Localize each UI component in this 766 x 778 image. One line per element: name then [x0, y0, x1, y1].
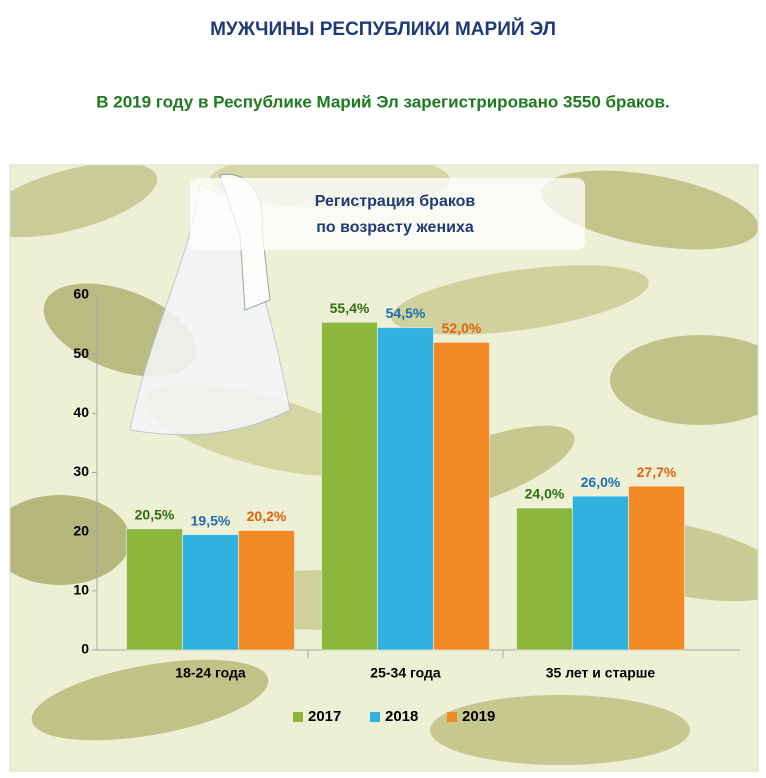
legend-swatch: [447, 712, 457, 722]
value-label: 20,2%: [247, 508, 287, 524]
value-label: 24,0%: [525, 486, 565, 502]
y-tick-label: 10: [73, 582, 89, 598]
value-label: 52,0%: [442, 320, 482, 336]
value-label: 55,4%: [330, 300, 370, 316]
x-tick-label: 18-24 года: [175, 665, 246, 681]
value-label: 19,5%: [191, 512, 231, 528]
legend-label: 2017: [308, 708, 341, 725]
bar: [182, 534, 239, 651]
value-label: 54,5%: [386, 305, 426, 321]
legend-label: 2018: [385, 708, 418, 725]
panel-border: [9, 164, 759, 772]
bar: [321, 321, 378, 651]
bar: [628, 485, 685, 651]
page-subtitle: В 2019 году в Республике Марий Эл зареги…: [96, 92, 669, 111]
y-tick-label: 20: [73, 522, 89, 538]
chart-title: по возрасту жениха: [316, 219, 474, 236]
legend-swatch: [370, 712, 380, 722]
value-label: 27,7%: [637, 464, 677, 480]
chart-title: Регистрация браков: [315, 193, 476, 210]
bar: [433, 341, 490, 651]
bar: [238, 529, 295, 651]
bar: [126, 528, 183, 651]
legend-swatch: [293, 712, 303, 722]
chart-title-box: [190, 178, 585, 250]
bar: [377, 327, 434, 651]
page-title: МУЖЧИНЫ РЕСПУБЛИКИ МАРИЙ ЭЛ: [210, 18, 556, 40]
bar: [516, 507, 573, 651]
y-tick-label: 30: [73, 463, 89, 479]
y-tick-label: 0: [81, 641, 89, 657]
value-label: 20,5%: [135, 506, 175, 522]
y-tick-label: 40: [73, 404, 89, 420]
y-tick-label: 50: [73, 345, 89, 361]
y-tick-label: 60: [73, 286, 89, 302]
legend-label: 2019: [462, 708, 495, 725]
x-tick-label: 35 лет и старше: [546, 665, 656, 681]
x-tick-label: 25-34 года: [370, 665, 441, 681]
bar: [572, 495, 629, 651]
value-label: 26,0%: [581, 474, 621, 490]
